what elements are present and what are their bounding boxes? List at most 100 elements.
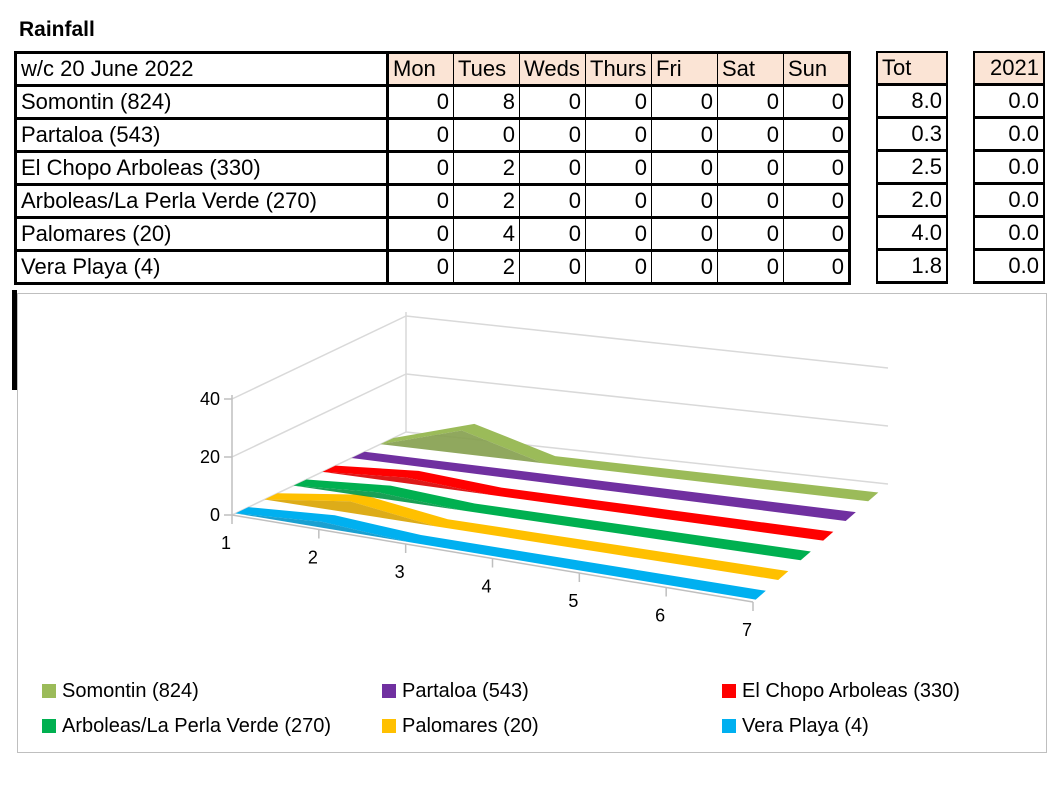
rain-value: 0 bbox=[651, 118, 718, 153]
series-0 bbox=[380, 423, 879, 502]
series-front-face bbox=[264, 499, 779, 580]
table-row: Partaloa (543) 0 0 0 0 0 0 0 bbox=[15, 118, 850, 153]
prev-year-header: 2021 bbox=[973, 51, 1045, 86]
table-row: 8.0 bbox=[876, 84, 948, 119]
day-header: Sun bbox=[783, 52, 850, 87]
rain-value: 2 bbox=[453, 250, 520, 285]
rain-value: 0 bbox=[387, 250, 454, 285]
rain-value: 0 bbox=[387, 217, 454, 252]
rain-value: 0 bbox=[783, 85, 850, 120]
rain-value: 2 bbox=[453, 151, 520, 186]
legend-swatch bbox=[382, 684, 396, 698]
rain-value: 0 bbox=[783, 151, 850, 186]
y-tick-label: 40 bbox=[200, 389, 220, 409]
rain-value: 0 bbox=[585, 151, 652, 186]
rain-value: 0 bbox=[783, 118, 850, 153]
rainfall-table: w/c 20 June 2022 Mon Tues Weds Thurs Fri Sat Su… bbox=[14, 51, 851, 285]
rain-value: 0 bbox=[783, 250, 850, 285]
table-row: 0.0 bbox=[973, 84, 1045, 119]
x-tick-label: 4 bbox=[481, 577, 491, 597]
day-header: Weds bbox=[519, 52, 586, 87]
series-front-face bbox=[235, 513, 756, 600]
rain-value: 0 bbox=[585, 217, 652, 252]
table-row: 0.0 bbox=[973, 117, 1045, 152]
rain-value: 0 bbox=[717, 151, 784, 186]
series-front-face bbox=[293, 485, 801, 561]
series-5 bbox=[235, 507, 766, 600]
rain-value: 0 bbox=[717, 250, 784, 285]
day-header: Tues bbox=[453, 52, 520, 87]
series-front-face bbox=[322, 471, 824, 541]
rain-value: 0 bbox=[717, 85, 784, 120]
x-tick-label: 1 bbox=[221, 533, 231, 553]
rain-value: 0 bbox=[651, 250, 718, 285]
rain-value: 0 bbox=[453, 118, 520, 153]
rain-value: 0 bbox=[387, 151, 454, 186]
x-tick-label: 5 bbox=[568, 591, 578, 611]
legend-swatch bbox=[382, 719, 396, 733]
rain-value: 0 bbox=[717, 118, 784, 153]
rain-value: 4 bbox=[453, 217, 520, 252]
day-header: Mon bbox=[387, 52, 454, 87]
x-tick-label: 6 bbox=[655, 606, 665, 626]
legend-label: Somontin (824) bbox=[62, 680, 199, 702]
rain-value: 0 bbox=[519, 184, 586, 219]
gridline bbox=[405, 373, 889, 427]
total-table: Tot 8.0 0.3 2.5 2.0 4.0 1.8 bbox=[876, 51, 948, 284]
table-row: 0.0 bbox=[973, 150, 1045, 185]
series-ribbon bbox=[293, 479, 811, 561]
chart-walls: 0 20 40 1 2 3 4 5 6 7 bbox=[200, 312, 889, 640]
rain-value: 0 bbox=[651, 217, 718, 252]
rain-value: 0 bbox=[387, 184, 454, 219]
station-name: Partaloa (543) bbox=[15, 118, 389, 153]
table-row: 0.0 bbox=[973, 216, 1045, 251]
rain-value: 0 bbox=[651, 85, 718, 120]
table-header-row: Tot bbox=[876, 51, 948, 86]
station-name: Vera Playa (4) bbox=[15, 250, 389, 285]
rain-value: 0 bbox=[519, 217, 586, 252]
rain-value: 0 bbox=[585, 85, 652, 120]
tot-header: Tot bbox=[876, 51, 948, 86]
rain-value: 8 bbox=[453, 85, 520, 120]
table-row: 0.0 bbox=[973, 183, 1045, 218]
table-border-remnant bbox=[12, 290, 17, 390]
table-row: Arboleas/La Perla Verde (270) 0 2 0 0 0 0 0 bbox=[15, 184, 850, 219]
gridline bbox=[231, 431, 407, 516]
legend: Somontin (824) Partaloa (543) El Chopo Arb… bbox=[42, 680, 960, 737]
rain-value: 0 bbox=[519, 85, 586, 120]
legend-label: El Chopo Arboleas (330) bbox=[742, 680, 960, 702]
day-header: Fri bbox=[651, 52, 718, 87]
table-row: El Chopo Arboleas (330) 0 2 0 0 0 0 0 bbox=[15, 151, 850, 186]
page-title: Rainfall bbox=[19, 18, 95, 41]
table-row: 4.0 bbox=[876, 216, 948, 251]
station-name: Arboleas/La Perla Verde (270) bbox=[15, 184, 389, 219]
y-tick-label: 20 bbox=[200, 447, 220, 467]
series-ribbon bbox=[380, 423, 879, 502]
series-ribbon bbox=[235, 507, 766, 600]
tot-value: 1.8 bbox=[876, 249, 948, 284]
tot-value: 8.0 bbox=[876, 84, 948, 119]
table-row: 0.3 bbox=[876, 117, 948, 152]
legend-swatch bbox=[42, 684, 56, 698]
tot-value: 2.0 bbox=[876, 183, 948, 218]
tot-value: 4.0 bbox=[876, 216, 948, 251]
table-header-row: w/c 20 June 2022 Mon Tues Weds Thurs Fri Sat Su… bbox=[15, 52, 850, 87]
station-name: Somontin (824) bbox=[15, 85, 389, 120]
gridline bbox=[231, 315, 407, 400]
rain-value: 0 bbox=[585, 250, 652, 285]
series-ribbon bbox=[264, 493, 789, 580]
rain-value: 0 bbox=[519, 118, 586, 153]
series-front-face bbox=[380, 430, 869, 502]
prev-year-value: 0.0 bbox=[973, 216, 1045, 251]
series-1 bbox=[351, 451, 856, 521]
table-row: Somontin (824) 0 8 0 0 0 0 0 bbox=[15, 85, 850, 120]
x-tick-label: 3 bbox=[395, 562, 405, 582]
rain-value: 0 bbox=[387, 85, 454, 120]
table-row: Vera Playa (4) 0 2 0 0 0 0 0 bbox=[15, 250, 850, 285]
rain-value: 0 bbox=[585, 184, 652, 219]
prev-year-table: 2021 0.0 0.0 0.0 0.0 0.0 0.0 bbox=[973, 51, 1045, 284]
tot-value: 0.3 bbox=[876, 117, 948, 152]
chart-area: 0 20 40 1 2 3 4 5 6 7 Somontin (824) Partaloa (543)… bbox=[17, 293, 1047, 753]
legend-label: Vera Playa (4) bbox=[742, 715, 869, 737]
gridline bbox=[231, 373, 407, 458]
